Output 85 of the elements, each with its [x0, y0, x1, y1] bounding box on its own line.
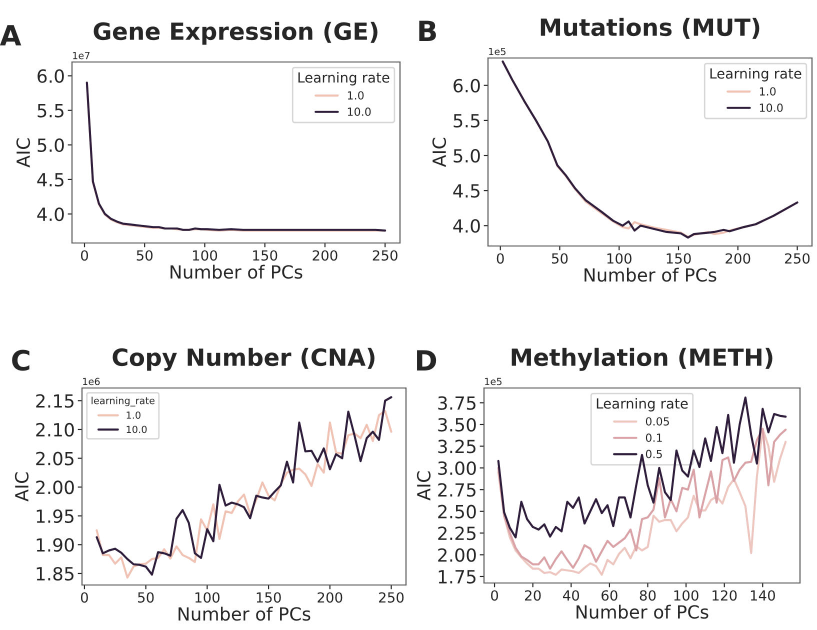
x-tick-label: 100: [193, 250, 218, 261]
y-tick-label: 3.00: [438, 461, 476, 476]
x-tick-label: 80: [640, 590, 656, 601]
y-tick-label: 5.5: [454, 114, 480, 128]
y-axis-title: AIC: [416, 471, 431, 500]
x-tick-label: 250: [379, 592, 404, 603]
x-tick-label: 0: [81, 250, 88, 261]
y-tick-label: 2.00: [438, 548, 476, 562]
text: 1e6: [83, 378, 100, 386]
y-axis-title: AIC: [14, 472, 29, 502]
y-tick-label: 4.0: [37, 207, 64, 222]
text: B: [419, 20, 436, 41]
text: 1e5: [489, 48, 506, 56]
x-axis-title: Number of PCs: [584, 268, 716, 282]
legend-label: 1.0: [348, 91, 364, 100]
y-tick-label: 2.75: [438, 483, 476, 497]
x-tick-label: 0: [496, 253, 504, 264]
x-tick-label: 0: [80, 592, 88, 603]
y-tick-label: 4.5: [453, 184, 480, 198]
legend-label: 0.1: [646, 434, 662, 442]
y-tick-label: 2.50: [438, 504, 476, 518]
y-tick-label: 5.0: [38, 138, 64, 152]
y-tick-label: 2.15: [36, 394, 74, 408]
legend-title: Learning rate: [596, 398, 688, 412]
x-tick-label: 150: [256, 592, 281, 603]
x-tick-label: 40: [562, 590, 580, 601]
x-tick-label: 100: [607, 253, 632, 264]
legend-label: 1.0: [126, 411, 140, 419]
text: A: [0, 25, 22, 46]
chart-title: Gene Expression (GE): [94, 22, 378, 45]
chart-title: Mutations (MUT): [540, 18, 760, 39]
y-tick-label: 5.0: [454, 148, 480, 163]
y-tick-label: 2.05: [36, 452, 74, 466]
x-axis-title: Number of PCs: [178, 606, 310, 621]
y-tick-label: 1.75: [438, 570, 476, 584]
y-tick-label: 6.0: [38, 69, 64, 83]
text: 1e5: [485, 378, 502, 386]
y-tick-label: 4.0: [453, 219, 480, 233]
y-tick-label: 1.90: [36, 538, 74, 552]
y-tick-label: 1.85: [36, 566, 74, 581]
chart-title: Methylation (METH): [512, 348, 772, 371]
y-tick-label: 3.75: [438, 396, 476, 410]
y-tick-label: 4.5: [37, 173, 64, 187]
x-tick-label: 200: [312, 250, 338, 261]
x-axis-title: Number of PCs: [576, 604, 708, 619]
x-tick-label: 140: [750, 590, 775, 601]
legend-title: learning_rate: [92, 396, 155, 406]
text: D: [417, 350, 436, 371]
text: C: [12, 350, 30, 371]
legend-label: 10.0: [348, 108, 371, 116]
x-tick-label: 50: [136, 250, 153, 261]
y-tick-label: 5.5: [38, 104, 64, 118]
y-tick-label: 2.00: [36, 480, 74, 494]
x-axis-title: Number of PCs: [170, 264, 302, 279]
legend-label: 10.0: [760, 104, 783, 112]
legend-title: Learning rate: [298, 72, 390, 86]
legend-title: Learning rate: [710, 68, 802, 82]
chart-title: Copy Number (CNA): [112, 348, 374, 371]
x-tick-label: 20: [525, 590, 541, 601]
x-tick-label: 50: [552, 253, 568, 264]
y-axis-title: AIC: [16, 138, 30, 168]
y-tick-label: 3.25: [438, 440, 476, 454]
legend-label: 1.0: [760, 87, 776, 96]
y-tick-label: 2.25: [438, 526, 476, 540]
x-tick-label: 60: [602, 590, 618, 601]
legend-label: 0.5: [646, 450, 662, 458]
x-tick-label: 100: [674, 590, 698, 601]
legend-label: 0.05: [646, 417, 669, 426]
legend-label: 10.0: [126, 426, 147, 434]
y-tick-label: 1.95: [36, 509, 74, 523]
x-tick-label: 50: [138, 592, 154, 603]
x-tick-label: 0: [491, 590, 498, 601]
y-axis-title: AIC: [432, 138, 446, 167]
y-tick-label: 6.0: [454, 78, 480, 92]
x-tick-label: 150: [666, 253, 691, 264]
x-tick-label: 150: [253, 250, 278, 261]
y-tick-label: 2.10: [36, 422, 74, 437]
x-tick-label: 100: [195, 592, 220, 603]
y-tick-label: 3.50: [438, 418, 476, 432]
x-tick-label: 200: [318, 592, 342, 603]
text: 1e7: [73, 52, 90, 60]
x-tick-label: 120: [712, 590, 737, 601]
x-tick-label: 250: [372, 250, 398, 261]
x-tick-label: 200: [726, 253, 750, 264]
x-tick-label: 250: [785, 253, 810, 264]
